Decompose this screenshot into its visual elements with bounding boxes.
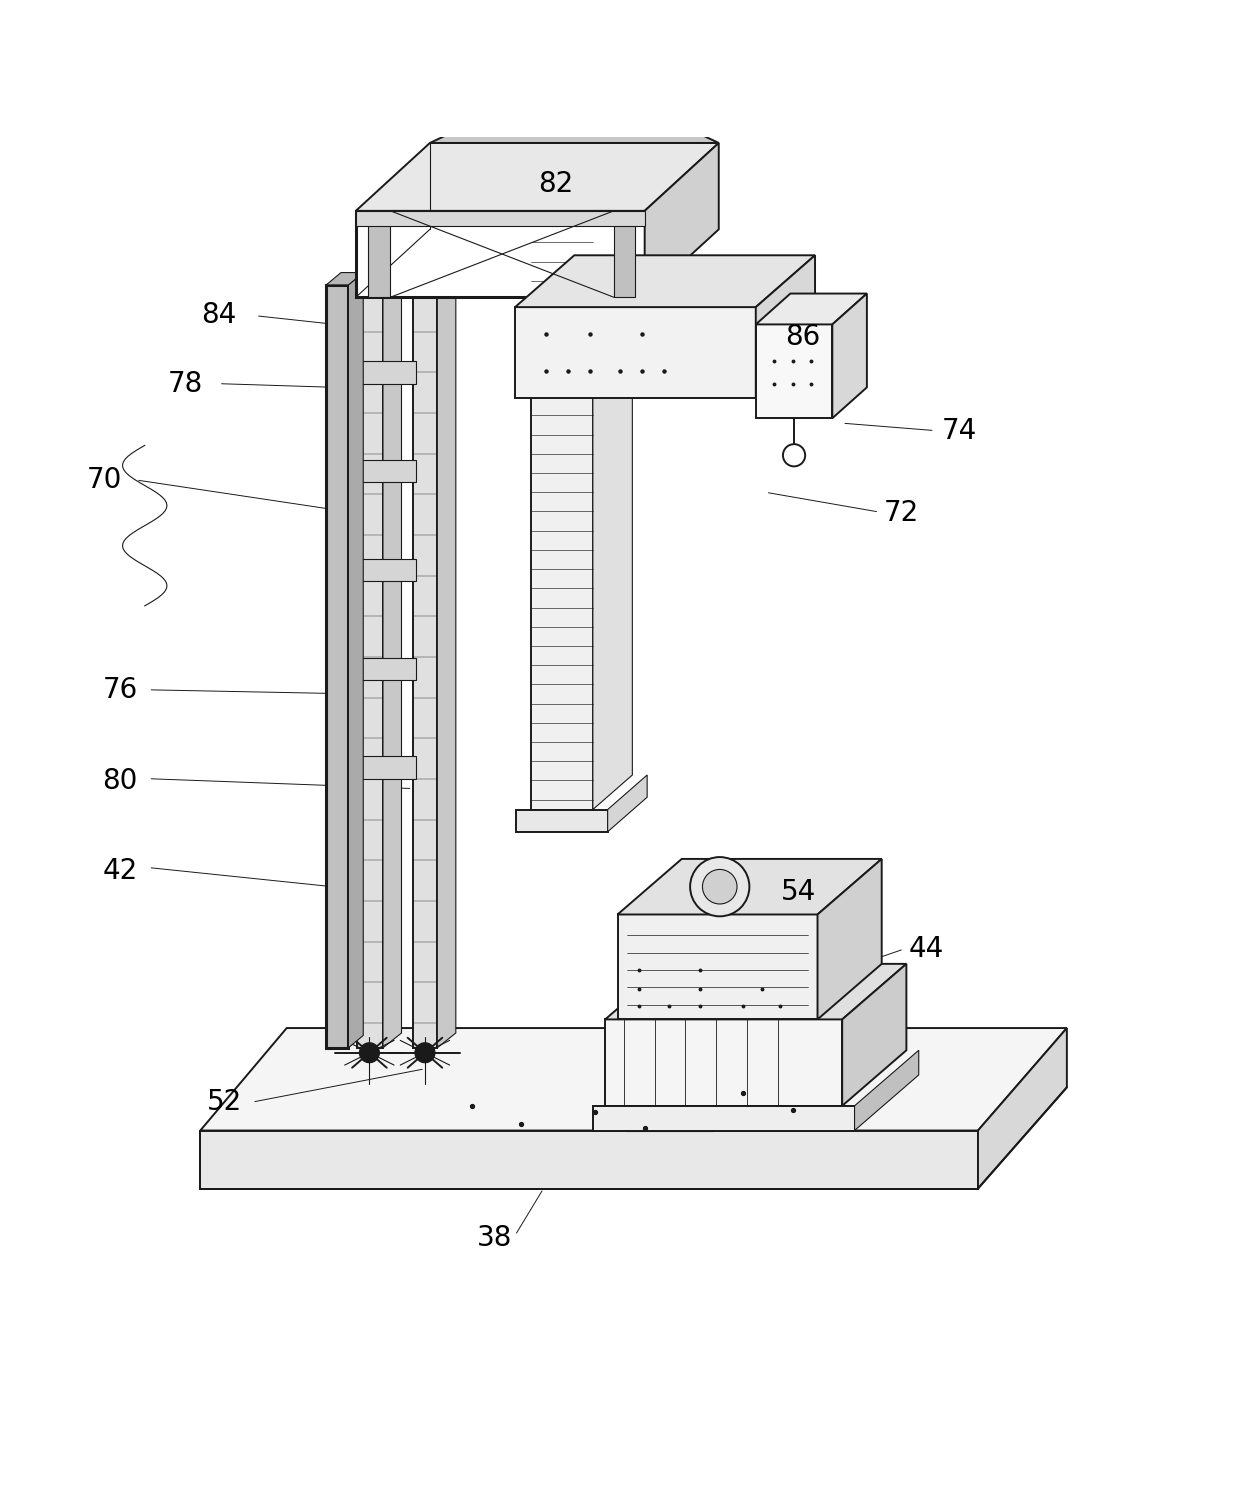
Text: 54: 54 bbox=[781, 878, 817, 906]
Polygon shape bbox=[438, 276, 456, 1048]
Polygon shape bbox=[356, 211, 645, 226]
Circle shape bbox=[782, 445, 805, 466]
Polygon shape bbox=[201, 1131, 978, 1188]
Polygon shape bbox=[608, 775, 647, 832]
Circle shape bbox=[691, 857, 749, 917]
Text: 72: 72 bbox=[884, 499, 919, 528]
Polygon shape bbox=[348, 460, 417, 483]
Polygon shape bbox=[817, 860, 882, 1019]
Polygon shape bbox=[357, 291, 383, 1048]
Polygon shape bbox=[201, 1028, 1066, 1131]
Polygon shape bbox=[413, 276, 456, 291]
Polygon shape bbox=[515, 255, 815, 308]
Polygon shape bbox=[978, 1028, 1066, 1188]
Polygon shape bbox=[618, 914, 817, 1019]
Text: 44: 44 bbox=[909, 935, 944, 964]
Text: 78: 78 bbox=[167, 369, 203, 398]
Text: 80: 80 bbox=[103, 768, 138, 795]
Polygon shape bbox=[854, 1050, 919, 1131]
Polygon shape bbox=[593, 1105, 854, 1131]
Polygon shape bbox=[605, 964, 906, 1019]
Text: 76: 76 bbox=[103, 676, 138, 704]
Polygon shape bbox=[614, 211, 635, 297]
Text: 52: 52 bbox=[207, 1089, 243, 1116]
Polygon shape bbox=[430, 75, 719, 143]
Polygon shape bbox=[593, 179, 632, 810]
Polygon shape bbox=[348, 559, 417, 581]
Text: 70: 70 bbox=[87, 466, 122, 495]
Text: 74: 74 bbox=[942, 416, 977, 445]
Polygon shape bbox=[383, 276, 402, 1048]
Polygon shape bbox=[756, 324, 832, 418]
Polygon shape bbox=[348, 273, 363, 1048]
Polygon shape bbox=[326, 285, 348, 1048]
Circle shape bbox=[360, 1044, 379, 1063]
Polygon shape bbox=[618, 860, 882, 914]
Text: 84: 84 bbox=[201, 300, 237, 329]
Polygon shape bbox=[531, 213, 593, 810]
Polygon shape bbox=[356, 143, 719, 211]
Polygon shape bbox=[832, 294, 867, 418]
Polygon shape bbox=[842, 964, 906, 1105]
Polygon shape bbox=[756, 255, 815, 398]
Polygon shape bbox=[348, 657, 417, 680]
Text: 82: 82 bbox=[538, 170, 573, 198]
Polygon shape bbox=[357, 276, 402, 291]
Polygon shape bbox=[515, 308, 756, 398]
Polygon shape bbox=[348, 362, 417, 383]
Text: 38: 38 bbox=[476, 1224, 512, 1252]
Polygon shape bbox=[413, 291, 438, 1048]
Text: 42: 42 bbox=[103, 857, 138, 885]
Text: 86: 86 bbox=[785, 323, 821, 351]
Polygon shape bbox=[605, 1019, 842, 1105]
Circle shape bbox=[415, 1044, 435, 1063]
Polygon shape bbox=[326, 273, 363, 285]
Polygon shape bbox=[516, 810, 608, 832]
Polygon shape bbox=[645, 143, 719, 297]
Polygon shape bbox=[368, 211, 391, 297]
Polygon shape bbox=[348, 757, 417, 778]
Polygon shape bbox=[756, 294, 867, 324]
Circle shape bbox=[703, 870, 737, 903]
Polygon shape bbox=[356, 211, 645, 297]
